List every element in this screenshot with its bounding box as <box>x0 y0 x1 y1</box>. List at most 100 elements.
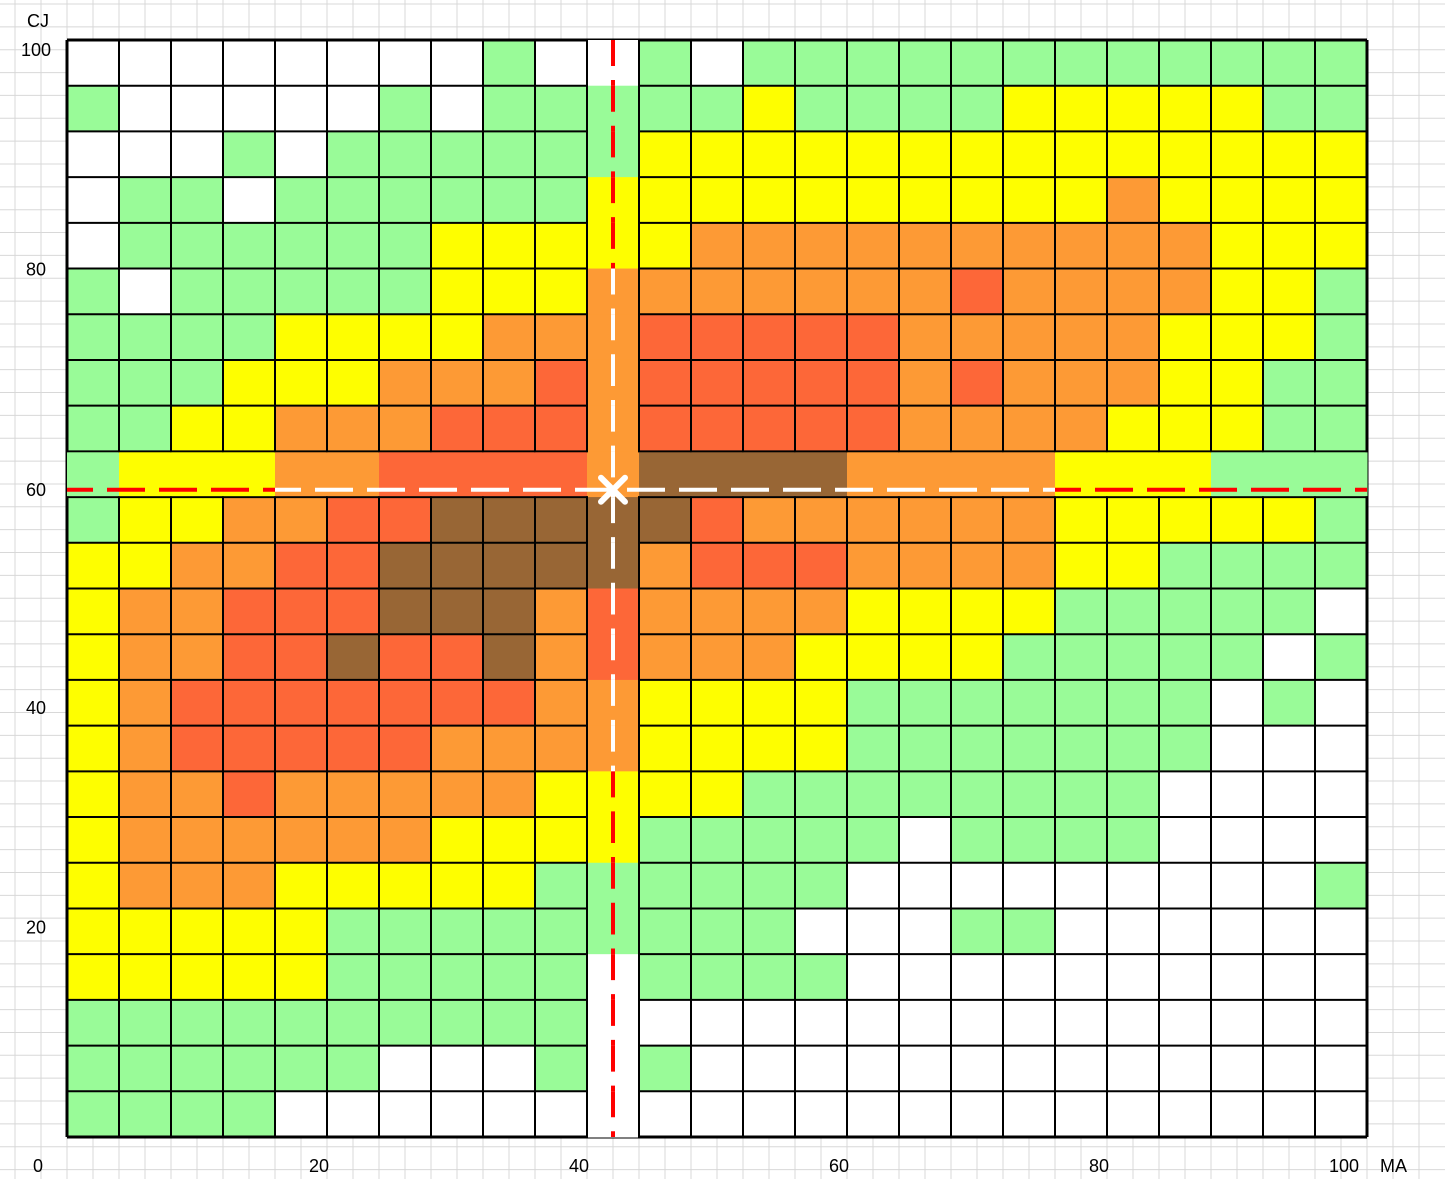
heatmap-cell <box>691 314 743 360</box>
heatmap-cell <box>67 588 119 635</box>
heatmap-cell <box>847 999 899 1046</box>
heatmap-cell <box>535 771 587 818</box>
heatmap-cell <box>327 1045 379 1092</box>
heatmap-cell <box>379 177 431 223</box>
heatmap-cell <box>67 268 119 315</box>
heatmap-cell <box>171 634 223 680</box>
heatmap-cell <box>1211 131 1263 178</box>
heatmap-cell <box>1263 497 1315 543</box>
heatmap-cell <box>847 497 899 543</box>
heatmap-cell <box>223 588 275 635</box>
heatmap-cell <box>67 817 119 863</box>
heatmap-cell <box>899 314 951 360</box>
heatmap-cell <box>535 725 587 772</box>
heatmap-cell <box>743 359 795 406</box>
heatmap-cell <box>1055 314 1107 360</box>
heatmap-cell <box>691 725 743 772</box>
heatmap-cell <box>119 954 171 1000</box>
heatmap-cell <box>743 725 795 772</box>
heatmap-cell <box>1263 588 1315 635</box>
heatmap-cell <box>275 314 327 360</box>
heatmap-cell <box>847 314 899 360</box>
heatmap-cell <box>1159 359 1211 406</box>
heatmap-cell <box>1315 405 1367 452</box>
heatmap-cell <box>1263 908 1315 955</box>
heatmap-cell <box>431 1045 483 1092</box>
heatmap-cell <box>223 1091 275 1137</box>
heatmap-cell <box>67 679 119 726</box>
heatmap-cell <box>431 954 483 1000</box>
heatmap-cell <box>1003 725 1055 772</box>
heatmap-cell <box>1315 817 1367 863</box>
heatmap-cell <box>275 817 327 863</box>
heatmap-cell <box>795 177 847 223</box>
heatmap-cell <box>1159 1091 1211 1137</box>
heatmap-cell <box>1107 908 1159 955</box>
heatmap-cell <box>535 1091 587 1137</box>
heatmap-cell <box>431 268 483 315</box>
heatmap-cell <box>1107 177 1159 223</box>
heatmap-cell <box>119 862 171 909</box>
heatmap-cell <box>795 1045 847 1092</box>
heatmap-cell <box>483 588 535 635</box>
heatmap-cell <box>951 542 1003 589</box>
heatmap-cell <box>275 131 327 178</box>
heatmap-cell <box>847 1045 899 1092</box>
heatmap-cell <box>535 85 587 132</box>
heatmap-cell <box>67 862 119 909</box>
heatmap-cell <box>171 222 223 269</box>
heatmap-cell <box>483 634 535 680</box>
heatmap-cell <box>119 222 171 269</box>
heatmap-cell <box>743 40 795 86</box>
heatmap-cell <box>1211 954 1263 1000</box>
heatmap-cell <box>1263 359 1315 406</box>
heatmap-cell <box>743 497 795 543</box>
heatmap-cell <box>171 679 223 726</box>
heatmap-cell <box>1003 131 1055 178</box>
heatmap-cell <box>431 679 483 726</box>
heatmap-cell <box>1003 542 1055 589</box>
heatmap-cell <box>119 131 171 178</box>
heatmap-cell <box>1159 314 1211 360</box>
heatmap-cell <box>431 40 483 86</box>
heatmap-cell <box>1107 679 1159 726</box>
heatmap-cell <box>743 222 795 269</box>
x-tick-label: 40 <box>569 1156 589 1176</box>
heatmap-cell <box>691 954 743 1000</box>
heatmap-cell <box>1107 1091 1159 1137</box>
heatmap-cell <box>691 542 743 589</box>
heatmap-cell <box>119 725 171 772</box>
heatmap-cell <box>275 679 327 726</box>
heatmap-cell <box>171 1045 223 1092</box>
y-tick-label: 100 <box>21 40 51 60</box>
heatmap-cell <box>1263 817 1315 863</box>
heatmap-cell <box>67 314 119 360</box>
heatmap-cell <box>743 1045 795 1092</box>
heatmap-cell <box>483 405 535 452</box>
heatmap-cell <box>951 954 1003 1000</box>
heatmap-cell <box>899 908 951 955</box>
heatmap-cell <box>1315 679 1367 726</box>
heatmap-cell <box>171 954 223 1000</box>
heatmap-cell <box>535 954 587 1000</box>
heatmap-cell <box>67 497 119 543</box>
heatmap-cell <box>795 588 847 635</box>
heatmap-cell <box>67 771 119 818</box>
heatmap-cell <box>431 999 483 1046</box>
heatmap-cell <box>535 314 587 360</box>
x-tick-label: 20 <box>309 1156 329 1176</box>
heatmap-cell <box>899 862 951 909</box>
heatmap-cell <box>743 771 795 818</box>
heatmap-cell <box>379 679 431 726</box>
heatmap-cell <box>535 634 587 680</box>
heatmap-cell <box>275 405 327 452</box>
heatmap-cell <box>951 359 1003 406</box>
heatmap-cell <box>1315 1091 1367 1137</box>
heatmap-cell <box>1159 908 1211 955</box>
heatmap-cell <box>899 588 951 635</box>
heatmap-cell <box>223 268 275 315</box>
heatmap-cell <box>275 268 327 315</box>
heatmap-cell <box>951 85 1003 132</box>
heatmap-cell <box>1263 725 1315 772</box>
heatmap-cell <box>223 359 275 406</box>
